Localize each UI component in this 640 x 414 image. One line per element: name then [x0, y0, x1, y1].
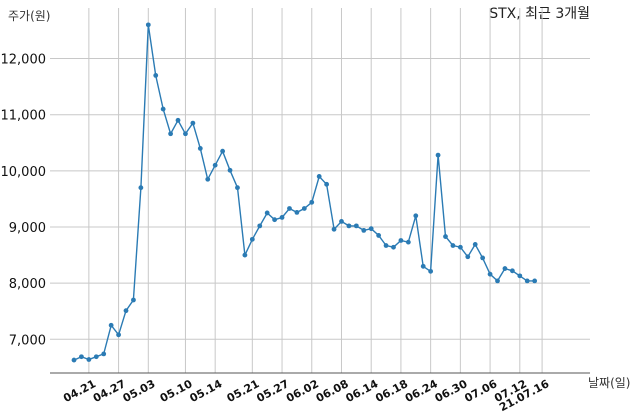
x-tick-label: 05.10 — [158, 377, 195, 405]
price-point — [86, 357, 92, 362]
price-point — [131, 297, 136, 303]
x-tick-label: 04.27 — [91, 377, 128, 405]
price-point — [190, 120, 196, 126]
y-axis-label: 주가(원) — [8, 9, 50, 23]
price-point — [116, 332, 121, 338]
price-point — [465, 254, 471, 260]
price-point — [294, 210, 300, 215]
price-point — [205, 176, 211, 182]
x-tick-label: 06.30 — [433, 377, 470, 405]
price-point — [212, 162, 218, 168]
price-point — [413, 213, 419, 219]
price-point — [309, 199, 315, 205]
price-point — [405, 239, 411, 245]
price-point — [123, 308, 129, 314]
y-tick-label: 11,000 — [1, 109, 47, 124]
price-point — [509, 268, 515, 274]
y-tick-label: 10,000 — [1, 165, 47, 180]
price-point — [153, 72, 159, 78]
price-point — [383, 243, 389, 248]
price-point — [376, 233, 382, 238]
price-point — [197, 145, 203, 151]
y-tick-label: 8,000 — [9, 277, 46, 292]
price-point — [457, 244, 463, 250]
price-point — [138, 185, 144, 191]
price-point — [331, 226, 337, 232]
price-point — [101, 351, 107, 357]
price-point — [79, 354, 84, 360]
x-axis-label: 날짜(일) — [588, 376, 630, 390]
price-point — [227, 167, 233, 173]
price-point — [487, 271, 493, 277]
price-point — [264, 210, 270, 216]
price-point — [272, 217, 278, 223]
price-point — [517, 273, 523, 279]
price-point — [391, 244, 396, 250]
price-series — [71, 22, 538, 363]
price-line — [73, 24, 535, 361]
price-point — [398, 238, 404, 243]
x-tick-label: 07.06 — [462, 377, 499, 405]
price-point — [108, 322, 114, 328]
x-tick-label: 05.27 — [254, 377, 291, 405]
price-point — [346, 223, 352, 229]
price-point — [287, 206, 292, 211]
price-point — [472, 242, 478, 247]
price-point — [524, 278, 530, 284]
price-point — [242, 252, 248, 258]
x-tick-label: 06.24 — [403, 377, 440, 405]
price-point — [532, 278, 538, 284]
price-point — [316, 174, 322, 179]
price-point — [279, 215, 285, 220]
x-tick-label: 06.08 — [314, 377, 351, 405]
price-point — [168, 131, 173, 137]
price-point — [361, 227, 367, 233]
y-tick-label: 7,000 — [9, 333, 46, 348]
x-tick-label: 05.21 — [225, 377, 262, 405]
x-tick-label: 06.02 — [284, 377, 321, 405]
price-point — [339, 218, 344, 224]
price-point — [257, 223, 263, 229]
x-tick-label: 05.03 — [121, 377, 158, 405]
price-point — [235, 185, 240, 191]
price-point — [160, 106, 166, 112]
price-point — [428, 268, 434, 274]
price-point — [495, 278, 500, 284]
x-tick-label: 04.21 — [61, 377, 98, 405]
price-point — [435, 152, 441, 158]
price-point — [93, 354, 99, 360]
price-point — [368, 226, 374, 232]
price-point — [443, 234, 448, 239]
x-tick-label: 06.18 — [373, 377, 410, 405]
price-point — [183, 131, 188, 137]
y-gridlines — [50, 58, 590, 340]
price-point — [145, 22, 151, 28]
price-point — [450, 243, 456, 248]
price-point — [420, 263, 426, 269]
price-point — [175, 117, 181, 123]
price-point — [249, 236, 255, 242]
y-tick-label: 9,000 — [9, 221, 46, 236]
chart-title: STX, 최근 3개월 — [489, 6, 590, 22]
y-tick-labels: 7,000 8,000 9,000 10,000 11,000 12,000 — [1, 53, 47, 349]
price-point — [502, 266, 508, 271]
y-tick-label: 12,000 — [1, 53, 47, 68]
x-tick-label: 05.14 — [188, 377, 225, 405]
price-point — [480, 255, 486, 261]
x-tick-label: 06.14 — [344, 377, 381, 405]
price-point — [220, 148, 226, 154]
price-point — [324, 181, 330, 187]
price-point — [301, 206, 307, 211]
price-point — [353, 223, 359, 229]
price-point — [71, 357, 77, 363]
x-gridlines — [88, 8, 543, 373]
